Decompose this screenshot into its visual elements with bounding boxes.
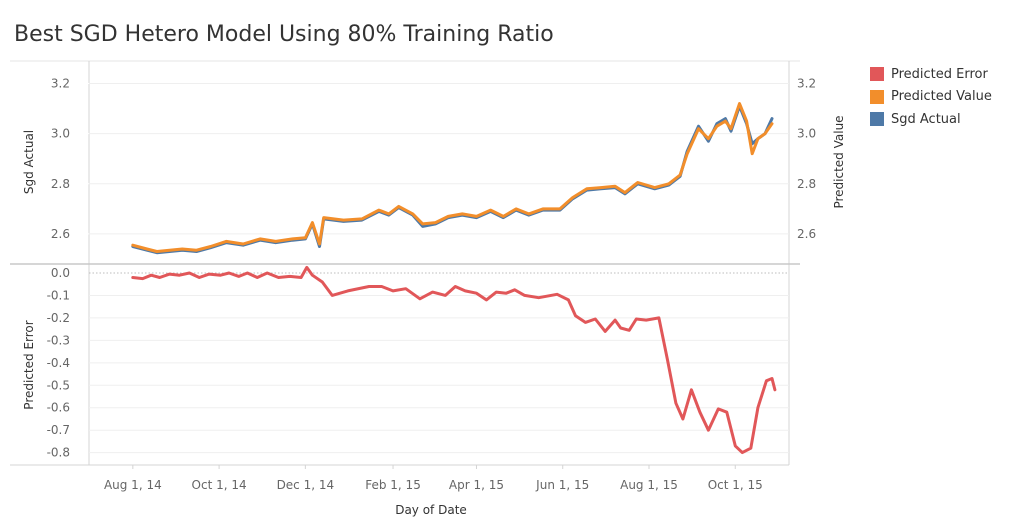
bottom-left-axis-ticks: 0.0 -0.1 -0.2 -0.3 -0.4 -0.5 -0.6 -0.7 -0.8: [47, 266, 70, 460]
bottom-tick-label: -0.7: [47, 423, 70, 437]
top-left-axis-ticks: 3.2 3.0 2.8 2.6: [51, 77, 70, 241]
legend: Predicted Error Predicted Value Sgd Actu…: [870, 63, 992, 131]
top-right-axis-title: Predicted Value: [832, 115, 846, 208]
top-panel-gridlines: [10, 83, 789, 235]
top-left-tick-label: 3.0: [51, 127, 70, 141]
legend-item-predicted-error[interactable]: Predicted Error: [870, 63, 992, 86]
x-axis-title: Day of Date: [395, 503, 467, 517]
x-tick-label: Jun 1, 15: [535, 478, 589, 492]
top-left-tick-label: 2.8: [51, 177, 70, 191]
bottom-tick-label: -0.6: [47, 401, 70, 415]
bottom-tick-label: -0.4: [47, 356, 70, 370]
top-right-tick-label: 3.2: [797, 77, 816, 91]
x-tick-label: Aug 1, 14: [104, 478, 162, 492]
x-tick-label: Oct 1, 15: [708, 478, 763, 492]
x-tick-label: Aug 1, 15: [620, 478, 678, 492]
legend-label-sgd-actual: Sgd Actual: [891, 111, 961, 127]
x-tick-label: Apr 1, 15: [449, 478, 504, 492]
legend-label-predicted-error: Predicted Error: [891, 66, 988, 82]
legend-swatch-sgd-actual: [870, 112, 884, 127]
bottom-tick-label: -0.5: [47, 378, 70, 392]
legend-swatch-predicted-value: [870, 89, 884, 104]
top-right-tick-label: 2.6: [797, 227, 816, 241]
series-layer: [131, 102, 777, 455]
legend-label-predicted-value: Predicted Value: [891, 89, 992, 105]
legend-swatch-predicted-error: [870, 67, 884, 82]
top-right-tick-label: 3.0: [797, 127, 816, 141]
panel-frames: [10, 60, 800, 466]
bottom-tick-label: -0.2: [47, 311, 70, 325]
series-line-predicted-value[interactable]: [131, 102, 774, 253]
bottom-tick-label: -0.8: [47, 446, 70, 460]
top-right-axis-ticks: 3.2 3.0 2.8 2.6: [797, 77, 816, 241]
legend-item-predicted-value[interactable]: Predicted Value: [870, 86, 992, 109]
top-left-tick-label: 2.6: [51, 227, 70, 241]
x-tick-label: Feb 1, 15: [365, 478, 421, 492]
bottom-tick-label: 0.0: [51, 266, 70, 280]
chart-title: Best SGD Hetero Model Using 80% Training…: [14, 22, 554, 47]
top-right-tick-label: 2.8: [797, 177, 816, 191]
top-left-tick-label: 3.2: [51, 77, 70, 91]
legend-item-sgd-actual[interactable]: Sgd Actual: [870, 108, 992, 131]
bottom-tick-label: -0.3: [47, 333, 70, 347]
bottom-tick-label: -0.1: [47, 288, 70, 302]
x-tick-label: Dec 1, 14: [277, 478, 335, 492]
bottom-left-axis-title: Predicted Error: [22, 320, 36, 409]
series-line-predicted-error[interactable]: [131, 265, 777, 455]
x-axis-ticks: Aug 1, 14 Oct 1, 14 Dec 1, 14 Feb 1, 15 Apr …: [104, 465, 763, 492]
top-left-axis-title: Sgd Actual: [22, 130, 36, 194]
x-tick-label: Oct 1, 14: [192, 478, 247, 492]
bottom-panel-gridlines: [89, 272, 789, 454]
